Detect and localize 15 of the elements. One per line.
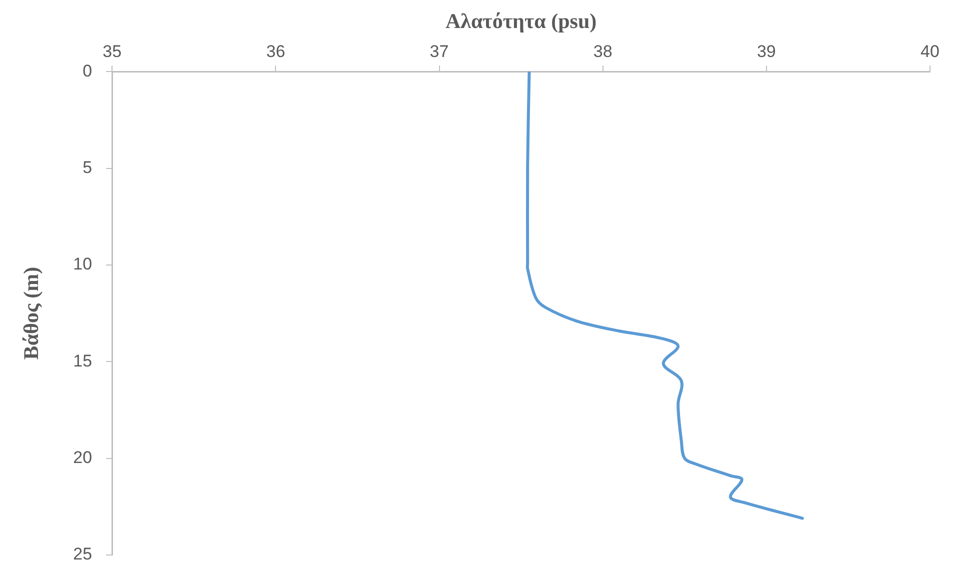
y-tick-label: 15: [73, 351, 92, 370]
y-tick-label: 20: [73, 448, 92, 468]
x-tick-label: 38: [593, 42, 612, 62]
y-tick-label: 5: [82, 158, 92, 177]
x-tick-label: 40: [920, 42, 940, 62]
y-tick-label: 25: [73, 544, 92, 564]
x-tick-label: 35: [102, 42, 122, 62]
line-series: [526, 72, 804, 520]
y-tick-label: 10: [73, 254, 92, 274]
x-tick-label: 36: [266, 42, 286, 62]
x-axis-title: Αλατότητα (psu): [445, 9, 597, 34]
y-axis-title: Βάθος (m): [19, 266, 44, 360]
x-tick-label: 39: [756, 42, 776, 62]
x-tick-label: 37: [430, 42, 449, 62]
y-tick-label: 0: [82, 61, 92, 80]
